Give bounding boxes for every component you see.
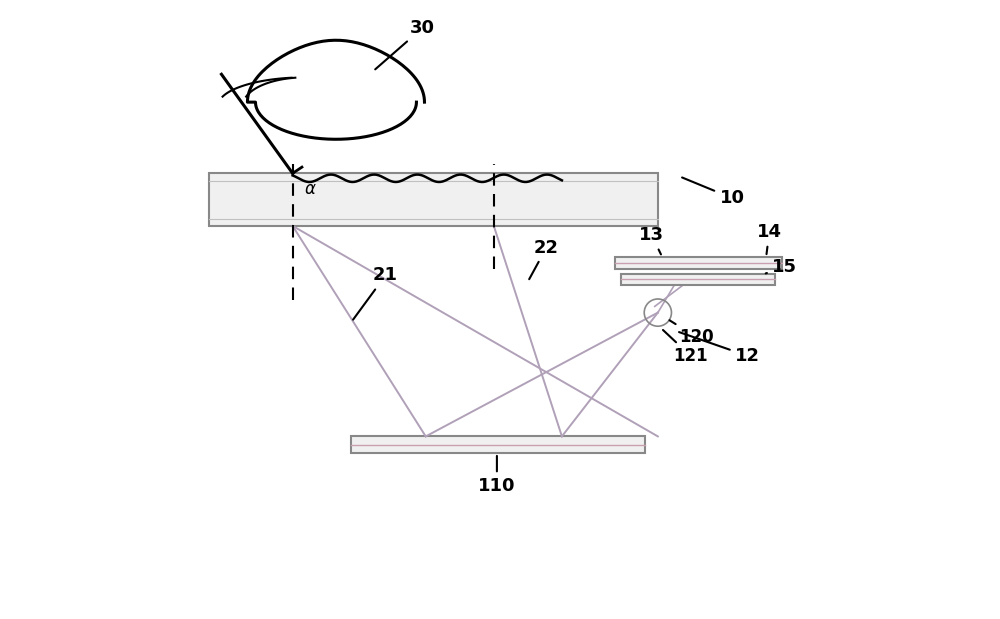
- Text: 21: 21: [353, 266, 398, 319]
- Text: 10: 10: [682, 178, 745, 207]
- Text: 120: 120: [669, 320, 714, 347]
- Text: 30: 30: [375, 19, 435, 69]
- Text: 12: 12: [679, 332, 760, 365]
- Bar: [209, 173, 658, 226]
- Text: 121: 121: [663, 330, 708, 365]
- Bar: [615, 257, 782, 269]
- Bar: [351, 436, 645, 453]
- Text: 14: 14: [757, 223, 782, 254]
- Text: 22: 22: [529, 238, 559, 279]
- Text: 15: 15: [766, 258, 797, 277]
- Text: $\alpha$: $\alpha$: [304, 181, 316, 197]
- Text: 13: 13: [639, 226, 664, 254]
- Bar: [621, 274, 775, 285]
- Text: 110: 110: [478, 456, 516, 495]
